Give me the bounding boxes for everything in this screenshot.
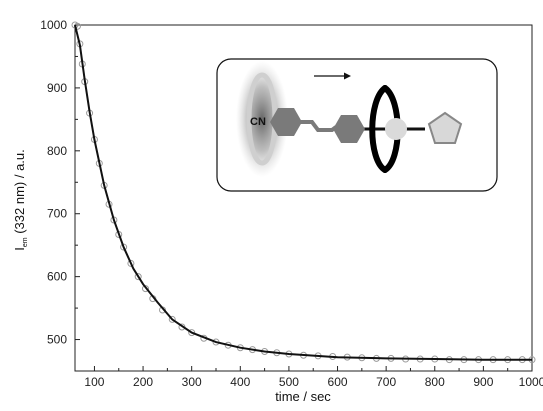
data-point [134, 273, 142, 281]
arrow-head-icon [344, 72, 351, 80]
x-tick-label: 1000 [519, 375, 543, 389]
x-tick-labels: 100 200 300 400 500 600 700 800 900 1000 [84, 375, 543, 389]
x-tick-label: 200 [133, 375, 153, 389]
y-tick-label: 800 [47, 144, 67, 158]
x-tick-label: 500 [279, 375, 299, 389]
y-axis-title-subscript: em [22, 237, 29, 247]
bead-station-icon [385, 118, 407, 140]
macrocycle-glow [236, 61, 288, 177]
hexagon-station-1-icon [270, 108, 302, 136]
data-point [141, 285, 149, 293]
x-tick-label: 800 [425, 375, 445, 389]
y-axis-title-main: I [12, 247, 27, 251]
plot-frame [74, 24, 533, 372]
fit-line [74, 24, 532, 361]
x-tick-label: 400 [230, 375, 250, 389]
y-tick-label: 1000 [40, 18, 67, 32]
data-point [168, 315, 176, 323]
x-tick-label: 600 [328, 375, 348, 389]
data-point [188, 329, 196, 337]
y-axis-title-rest: (332 nm) / a.u. [12, 149, 27, 237]
pentagon-stopper-icon [427, 111, 463, 144]
y-tick-label: 700 [47, 207, 67, 221]
axis-ticks [75, 24, 533, 371]
inset-schematic: CN [216, 58, 498, 192]
y-tick-label: 500 [47, 333, 67, 347]
wheel-front-icon [369, 85, 388, 173]
x-tick-label: 300 [182, 375, 202, 389]
fit-curve [74, 24, 532, 361]
data-point [127, 259, 135, 267]
y-tick-label: 600 [47, 270, 67, 284]
cn-label: CN [250, 116, 266, 128]
hexagon-station-2-icon [333, 115, 365, 143]
y-tick-label: 900 [47, 81, 67, 95]
x-tick-label: 900 [473, 375, 493, 389]
x-axis-title: time / sec [275, 389, 331, 404]
y-tick-labels: 500 600 700 800 900 1000 [40, 18, 67, 347]
x-tick-label: 100 [84, 375, 104, 389]
y-axis-title: Iem (332 nm) / a.u. [12, 149, 29, 251]
x-tick-label: 700 [376, 375, 396, 389]
data-point [120, 243, 128, 251]
